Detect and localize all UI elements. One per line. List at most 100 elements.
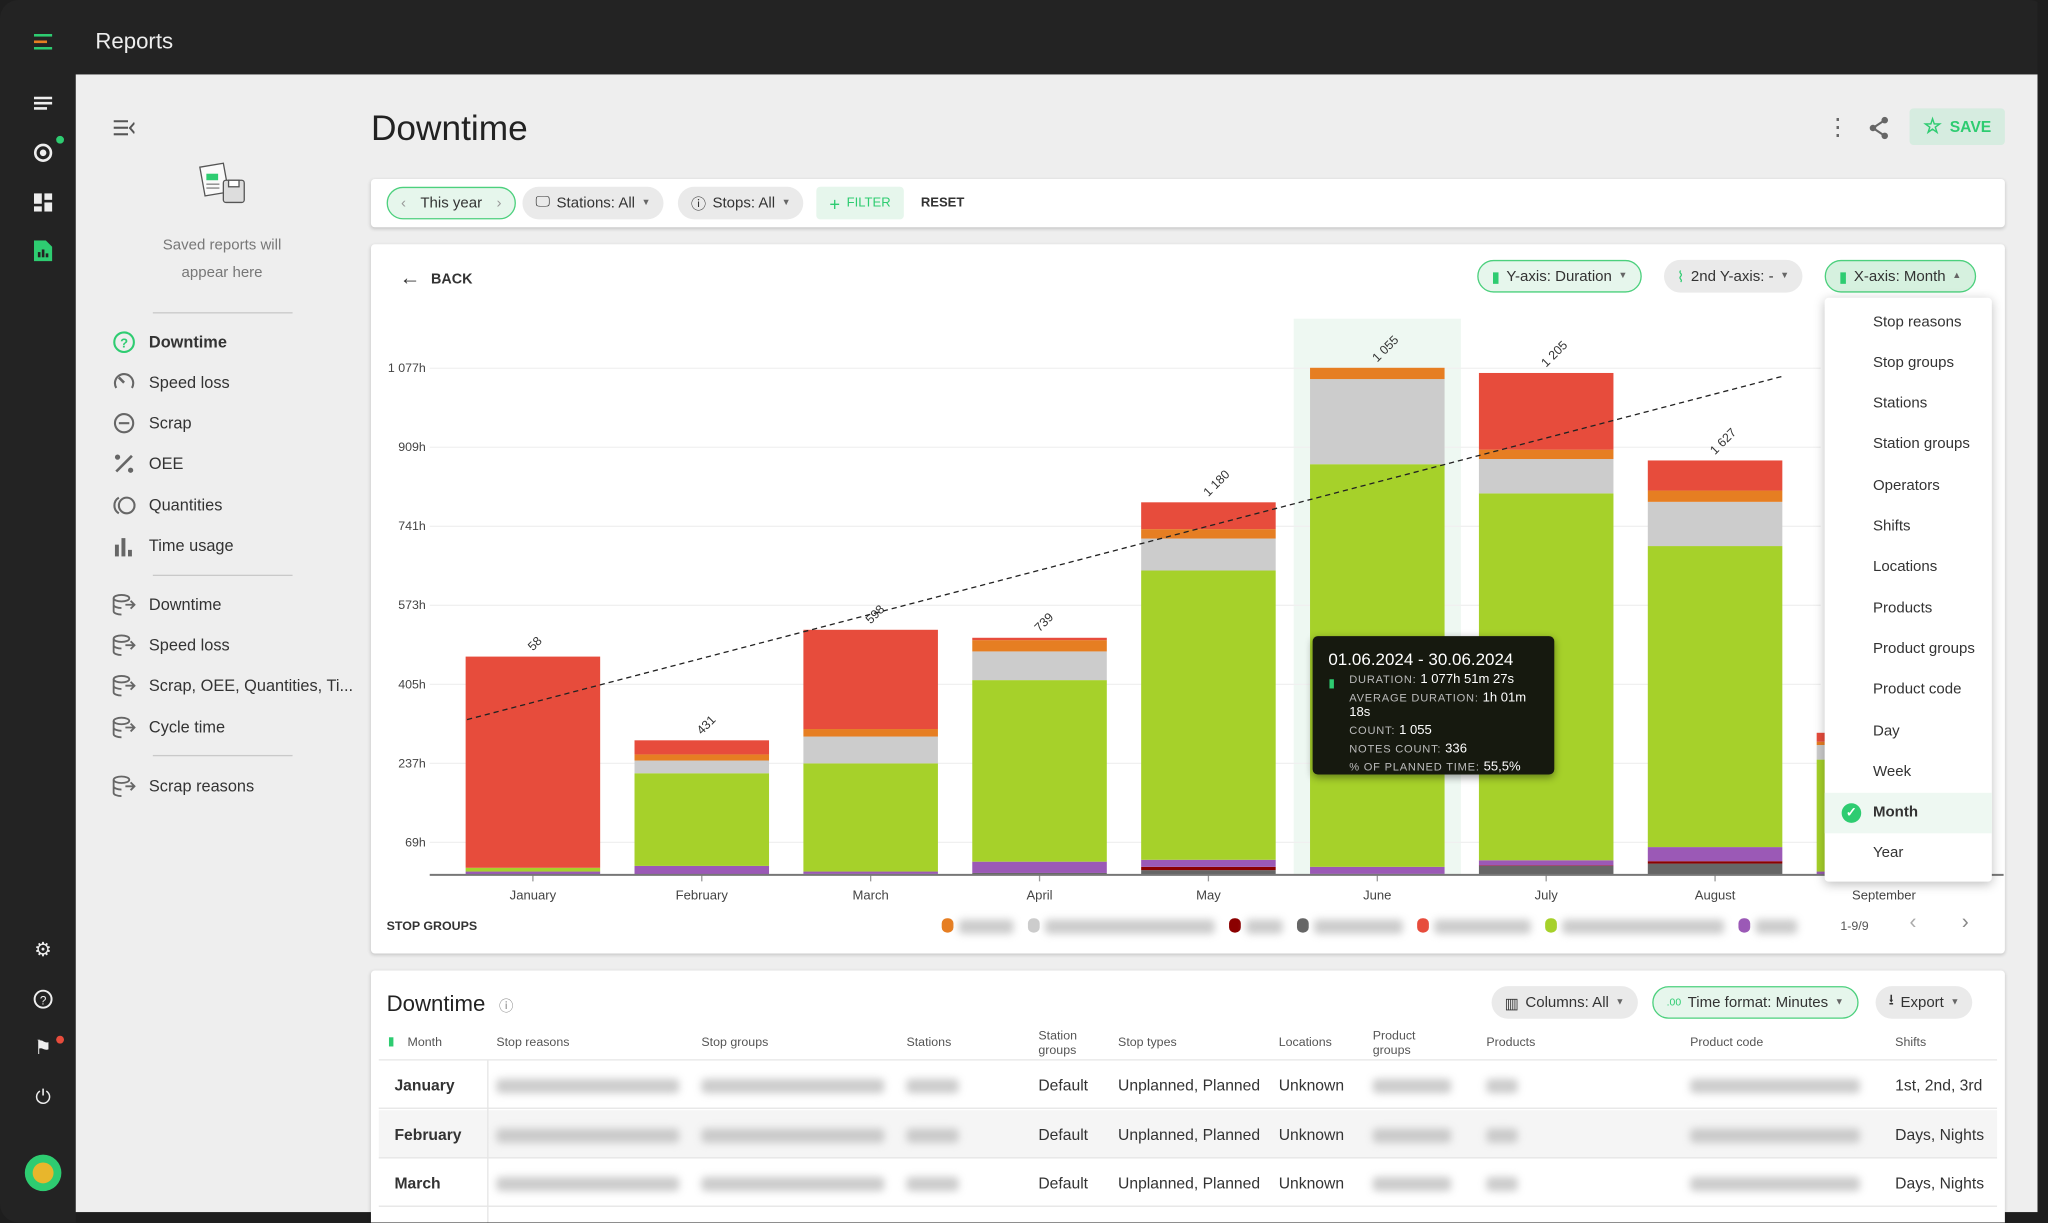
column-header[interactable]: Stop groups: [701, 1035, 769, 1051]
bar-segment-light-gray[interactable]: [1647, 501, 1783, 547]
bar-segment-orange[interactable]: [972, 640, 1107, 652]
bar-segment-purple[interactable]: [1647, 847, 1783, 862]
bar-segment-orange[interactable]: [1647, 490, 1783, 502]
legend-prev-icon[interactable]: ‹: [1909, 911, 1917, 934]
flag-icon[interactable]: ⚑: [29, 1033, 64, 1062]
x-axis-option[interactable]: Week: [1825, 751, 1992, 791]
sidebar-item-export-scrap-oee[interactable]: Scrap, OEE, Quantities, Ti...: [112, 673, 353, 699]
x-axis-option[interactable]: Shifts: [1825, 506, 1992, 546]
x-axis-option[interactable]: Locations: [1825, 547, 1992, 587]
info-icon[interactable]: ⓘ: [498, 999, 514, 1015]
sidebar-item-scrap-reasons[interactable]: Scrap reasons: [112, 773, 254, 799]
x-axis-option[interactable]: Products: [1825, 588, 1992, 628]
bar-segment-red[interactable]: [1647, 460, 1783, 491]
second-y-axis-selector[interactable]: ⌇ 2nd Y-axis: - ▼: [1663, 259, 1803, 293]
bar-segment-purple[interactable]: [634, 865, 770, 875]
share-icon[interactable]: [1869, 116, 1890, 146]
menu-icon[interactable]: [29, 27, 58, 56]
table-row[interactable]: January Default Unplanned, Planned Unknown 1…: [378, 1060, 1998, 1109]
bar-segment-green[interactable]: [634, 773, 770, 866]
sidebar-item-downtime[interactable]: ? Downtime: [112, 329, 227, 355]
export-button[interactable]: ⭳ Export ▼: [1875, 986, 1973, 1019]
columns-selector[interactable]: ▥ Columns: All ▼: [1491, 986, 1638, 1019]
x-axis-option[interactable]: Product groups: [1825, 629, 1992, 669]
sidebar-item-export-cycle-time[interactable]: Cycle time: [112, 714, 225, 740]
x-axis-option[interactable]: Stations: [1825, 383, 1992, 423]
time-format-selector[interactable]: .00 Time format: Minutes ▼: [1652, 986, 1859, 1019]
x-axis-option[interactable]: ✓ Month: [1824, 792, 1992, 833]
bar-segment-light-gray[interactable]: [1478, 459, 1614, 494]
bar-segment-purple[interactable]: [972, 861, 1107, 873]
bar-segment-purple[interactable]: [465, 871, 601, 875]
bar-segment-red[interactable]: [1141, 502, 1276, 530]
back-button[interactable]: ← BACK: [400, 268, 473, 292]
sidebar-item-scrap[interactable]: Scrap: [112, 410, 192, 436]
bar-segment-red[interactable]: [1478, 372, 1614, 450]
bar-segment-light-gray[interactable]: [1141, 538, 1276, 571]
x-axis-option[interactable]: Station groups: [1825, 424, 1992, 464]
help-icon[interactable]: ?: [29, 985, 58, 1014]
x-axis-option[interactable]: Stop groups: [1825, 343, 1992, 383]
sidebar-item-export-downtime[interactable]: Downtime: [112, 592, 221, 618]
table-row[interactable]: March Default Unplanned, Planned Unknown Day…: [378, 1158, 1998, 1207]
list-icon[interactable]: [29, 90, 58, 119]
chevron-right-icon[interactable]: ›: [496, 195, 502, 211]
sidebar-item-oee[interactable]: OEE: [112, 451, 183, 477]
monitor-icon[interactable]: [29, 135, 64, 167]
chevron-left-icon[interactable]: ‹: [400, 195, 406, 211]
sidebar-item-speed-loss[interactable]: Speed loss: [112, 370, 230, 396]
bar-segment-purple[interactable]: [1478, 860, 1614, 866]
bar-segment-dark-red[interactable]: [1141, 866, 1276, 871]
bar-segment-dark-gray[interactable]: [1647, 863, 1783, 875]
bar-segment-red[interactable]: [634, 740, 770, 755]
x-axis-option[interactable]: Year: [1825, 833, 1992, 873]
avatar[interactable]: [24, 1154, 62, 1192]
bar-segment-orange[interactable]: [1141, 529, 1276, 539]
bar-segment-orange[interactable]: [803, 729, 938, 737]
stops-filter[interactable]: ⓘ Stops: All ▼: [677, 186, 804, 220]
bar-segment-green[interactable]: [1647, 546, 1783, 848]
collapse-sidebar-icon[interactable]: [113, 119, 136, 143]
settings-icon[interactable]: ⚙: [34, 939, 52, 962]
column-header[interactable]: Product code: [1690, 1035, 1764, 1051]
x-axis-option[interactable]: Day: [1825, 711, 1992, 751]
x-axis-option[interactable]: Product code: [1825, 670, 1992, 710]
bar-segment-dark-gray[interactable]: [1478, 865, 1614, 875]
reset-button[interactable]: RESET: [920, 195, 965, 211]
period-selector[interactable]: ‹ This year ›: [386, 186, 516, 220]
bar-segment-purple[interactable]: [1141, 859, 1276, 867]
bar-segment-light-gray[interactable]: [803, 736, 938, 764]
column-header[interactable]: Stations: [906, 1035, 952, 1051]
bar-segment-red[interactable]: [465, 656, 601, 868]
bar-segment-light-gray[interactable]: [634, 760, 770, 774]
bar-segment-dark-red[interactable]: [1647, 861, 1783, 864]
column-header[interactable]: Month: [407, 1035, 442, 1051]
bar-segment-green[interactable]: [972, 680, 1107, 862]
bar-segment-orange[interactable]: [1478, 449, 1614, 460]
table-row[interactable]: February Default Unplanned, Planned Unknown…: [378, 1109, 1998, 1158]
column-header[interactable]: Stop types: [1118, 1035, 1177, 1051]
sidebar-item-time-usage[interactable]: Time usage: [112, 533, 234, 559]
x-axis-option[interactable]: Stop reasons: [1825, 302, 1992, 342]
x-axis-selector[interactable]: ▮ X-axis: Month ▲: [1824, 259, 1976, 293]
bar-segment-red[interactable]: [972, 637, 1107, 641]
bar-segment-red[interactable]: [803, 629, 938, 730]
x-axis-option[interactable]: Operators: [1825, 465, 1992, 505]
bar-segment-orange[interactable]: [1310, 367, 1445, 380]
y-axis-selector[interactable]: ▮ Y-axis: Duration ▼: [1477, 259, 1642, 293]
column-header[interactable]: Station groups: [1038, 1029, 1077, 1058]
column-header[interactable]: Product groups: [1372, 1029, 1416, 1058]
add-filter-button[interactable]: + FILTER: [816, 186, 904, 220]
column-header[interactable]: Stop reasons: [496, 1035, 570, 1051]
bar-segment-purple[interactable]: [803, 871, 938, 874]
save-button[interactable]: ☆ SAVE: [1909, 108, 2005, 145]
bar-segment-orange[interactable]: [634, 754, 770, 761]
column-header[interactable]: Locations: [1278, 1035, 1332, 1051]
dashboard-icon[interactable]: [29, 188, 58, 217]
more-options-icon[interactable]: ⋮: [1825, 113, 1850, 140]
reports-icon[interactable]: [29, 236, 58, 265]
sidebar-item-quantities[interactable]: Quantities: [112, 492, 222, 518]
legend-next-icon[interactable]: ›: [1961, 911, 1969, 934]
bar-segment-dark-gray[interactable]: [1141, 870, 1276, 875]
bar-segment-green[interactable]: [803, 763, 938, 872]
